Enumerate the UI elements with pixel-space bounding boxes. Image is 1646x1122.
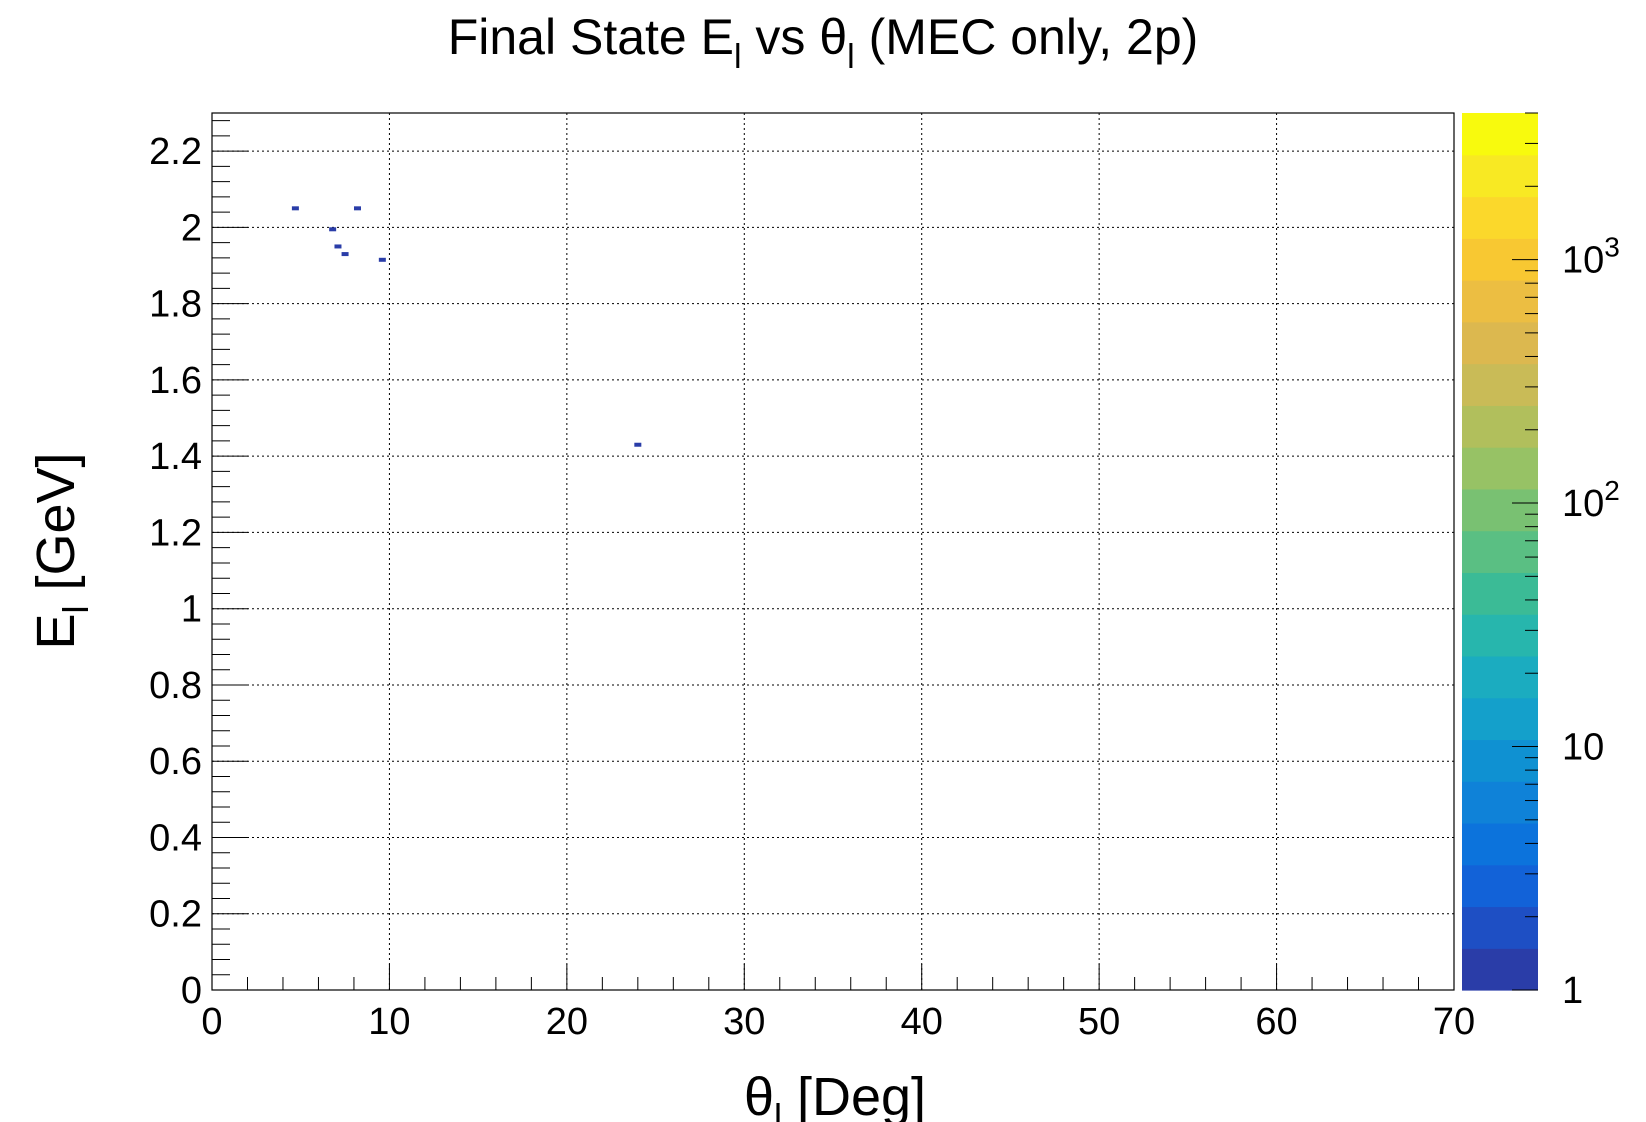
color-bar-band	[1462, 196, 1538, 239]
color-bar-band	[1462, 822, 1538, 866]
y-tick-label: 0.6	[149, 741, 202, 783]
data-cell	[353, 206, 361, 211]
y-tick-label: 0.2	[149, 894, 202, 936]
y-tick-label: 1.8	[149, 284, 202, 326]
y-tick-label: 2	[181, 207, 202, 249]
color-bar-band	[1462, 655, 1538, 699]
x-tick-label: 40	[901, 1001, 943, 1043]
x-tick-label: 50	[1078, 1001, 1120, 1043]
color-bar-band	[1462, 280, 1538, 323]
x-tick-label: 20	[546, 1001, 588, 1043]
y-tick-label: 0.8	[149, 665, 202, 707]
x-tick-label: 70	[1433, 1001, 1475, 1043]
color-bar-band	[1462, 948, 1538, 991]
data-cell	[329, 227, 337, 232]
color-bar-band	[1462, 530, 1538, 573]
y-tick-label: 1.6	[149, 360, 202, 402]
color-bar-band	[1462, 113, 1538, 156]
color-bar-band	[1462, 572, 1538, 615]
data-cells	[291, 206, 642, 447]
y-axis-title: El [GeV]	[26, 452, 96, 649]
color-bar-band	[1462, 739, 1538, 782]
y-tick-label: 1.2	[149, 512, 202, 554]
y-tick-label: 1	[181, 589, 202, 631]
x-tick-label: 0	[201, 1001, 222, 1043]
y-tick-label: 2.2	[149, 131, 202, 173]
y-tick-label: 0	[181, 970, 202, 1012]
color-bar-band	[1462, 864, 1538, 908]
data-cell	[634, 442, 642, 447]
color-bar-label: 10	[1562, 727, 1604, 769]
color-bar-band	[1462, 781, 1538, 824]
color-bar-band	[1462, 321, 1538, 365]
color-bar-band	[1462, 447, 1538, 490]
x-axis: 0 10 20 30 40 50 60 70	[201, 964, 1475, 1043]
data-cell	[341, 252, 349, 257]
plot-frame	[211, 112, 1455, 991]
data-cell	[378, 257, 386, 262]
color-bar-band	[1462, 906, 1538, 949]
y-axis: 0 0.2 0.4 0.6 0.8 1 1.2 1.4 1.6 1.8 2 2.2	[149, 120, 248, 1012]
x-tick-label: 10	[368, 1001, 410, 1043]
color-bar	[1462, 113, 1538, 991]
color-bar-axis: 1 10 102 103	[1512, 112, 1620, 1012]
color-bar-label: 1	[1562, 970, 1583, 1012]
x-tick-label: 30	[723, 1001, 765, 1043]
data-cell	[334, 244, 342, 249]
color-bar-band	[1462, 697, 1538, 741]
color-bar-band	[1462, 154, 1538, 198]
grid	[212, 113, 1454, 990]
color-bar-band	[1462, 363, 1538, 406]
color-bar-label: 103	[1562, 232, 1620, 282]
data-cell	[291, 206, 299, 211]
color-bar-label: 102	[1562, 475, 1620, 525]
x-axis-title: θl [Deg]	[744, 1067, 926, 1122]
color-bar-band	[1462, 488, 1538, 532]
color-bar-band	[1462, 405, 1538, 448]
color-bar-band	[1462, 614, 1538, 657]
y-tick-label: 1.4	[149, 436, 202, 478]
chart-title: Final State El vs θl (MEC only, 2p)	[448, 9, 1199, 76]
y-tick-label: 0.4	[149, 817, 202, 859]
x-tick-label: 60	[1255, 1001, 1297, 1043]
